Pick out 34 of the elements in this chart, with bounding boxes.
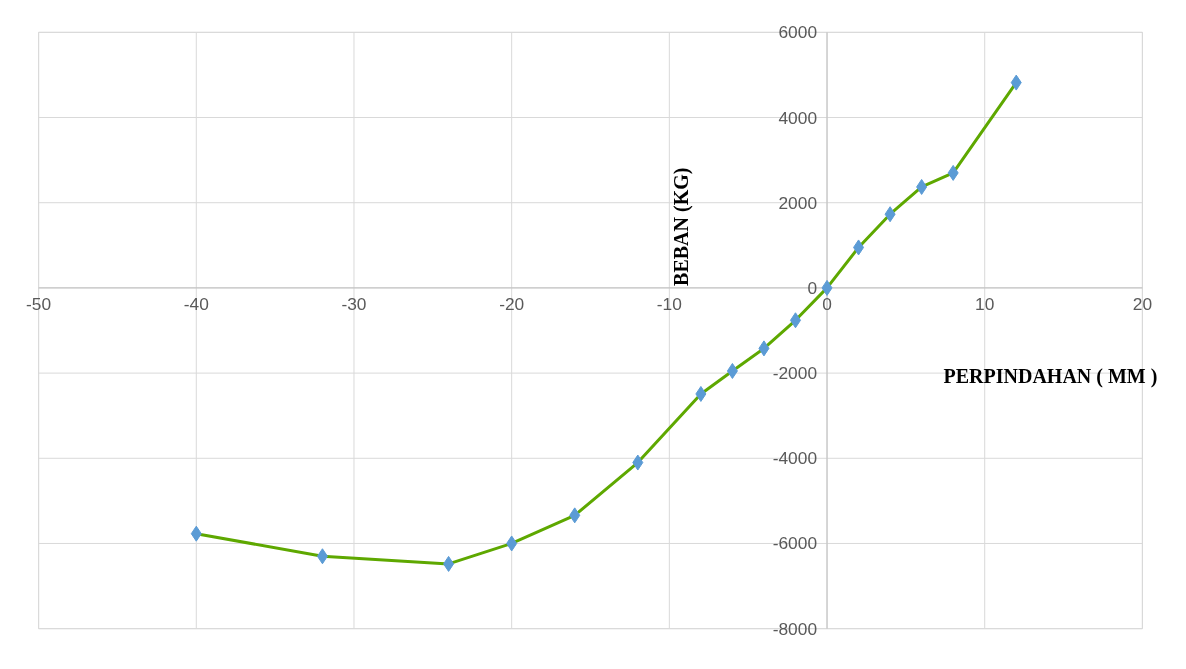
x-tick-label: -50: [26, 293, 52, 314]
point: [506, 535, 518, 552]
y-tick-label: 6000: [778, 22, 818, 43]
point: [695, 385, 707, 402]
point: [569, 507, 581, 524]
point: [443, 555, 455, 572]
point: [884, 206, 896, 223]
point: [632, 454, 644, 471]
x-tick-label: 10: [975, 293, 995, 314]
x-tick-label: -30: [341, 293, 367, 314]
y-tick-label: 2000: [778, 192, 818, 213]
x-tick-label: -40: [183, 293, 209, 314]
x-tick-label: 20: [1132, 293, 1153, 314]
x-tick-label: -10: [656, 293, 682, 314]
point: [758, 340, 770, 357]
y-tick-label: 4000: [778, 107, 818, 128]
x-tick-label: 0: [822, 293, 832, 314]
y-tick-label: -4000: [772, 448, 818, 469]
point: [1010, 74, 1022, 91]
y-tick-label: -8000: [772, 618, 818, 639]
y-tick-label: 0: [807, 277, 818, 298]
point: [821, 279, 833, 296]
point: [853, 239, 865, 256]
point: [947, 164, 959, 181]
y-tick-label: -6000: [772, 533, 818, 554]
x-tick-label: -20: [499, 293, 525, 314]
x-axis-title: PERPINDAHAN ( MM ): [943, 364, 1158, 388]
y-tick-label: -2000: [772, 363, 818, 384]
point: [789, 312, 801, 329]
point: [916, 178, 928, 195]
point: [316, 548, 328, 565]
point: [726, 362, 738, 379]
point: [190, 525, 202, 542]
y-axis-title: BEBAN (KG): [670, 167, 694, 286]
